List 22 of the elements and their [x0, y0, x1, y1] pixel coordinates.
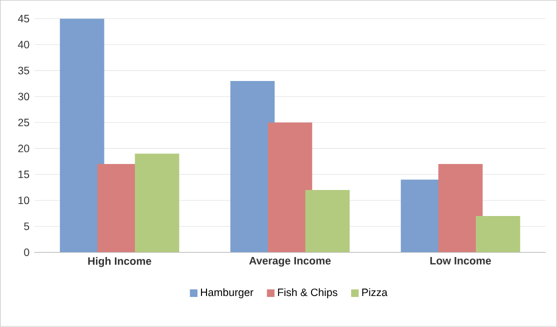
y-tick-label: 40 — [18, 40, 30, 49]
y-tick-label: 15 — [18, 170, 30, 178]
y-tick-label: 20 — [18, 144, 30, 152]
y-tick-label: 35 — [18, 66, 30, 74]
y-tick-label: 25 — [18, 118, 30, 126]
y-tick-label: 0 — [24, 248, 30, 256]
bar — [134, 154, 180, 252]
bar — [60, 18, 104, 252]
x-tick-label: Average Income — [249, 257, 331, 267]
legend-label: Pizza — [362, 288, 388, 296]
x-tick-label: Low Income — [430, 257, 491, 265]
bar — [305, 190, 350, 252]
legend-label: Fish & Chips — [278, 288, 338, 298]
y-tick-label: 10 — [18, 196, 30, 204]
legend-label: Hamburger — [201, 288, 254, 298]
bar — [268, 122, 312, 252]
y-tick-label: 45 — [18, 15, 30, 23]
y-tick-label: 5 — [24, 222, 30, 230]
y-tick-label: 30 — [18, 92, 30, 100]
bar — [476, 216, 520, 252]
bar — [438, 164, 483, 252]
x-tick-label: High Income — [88, 257, 152, 268]
